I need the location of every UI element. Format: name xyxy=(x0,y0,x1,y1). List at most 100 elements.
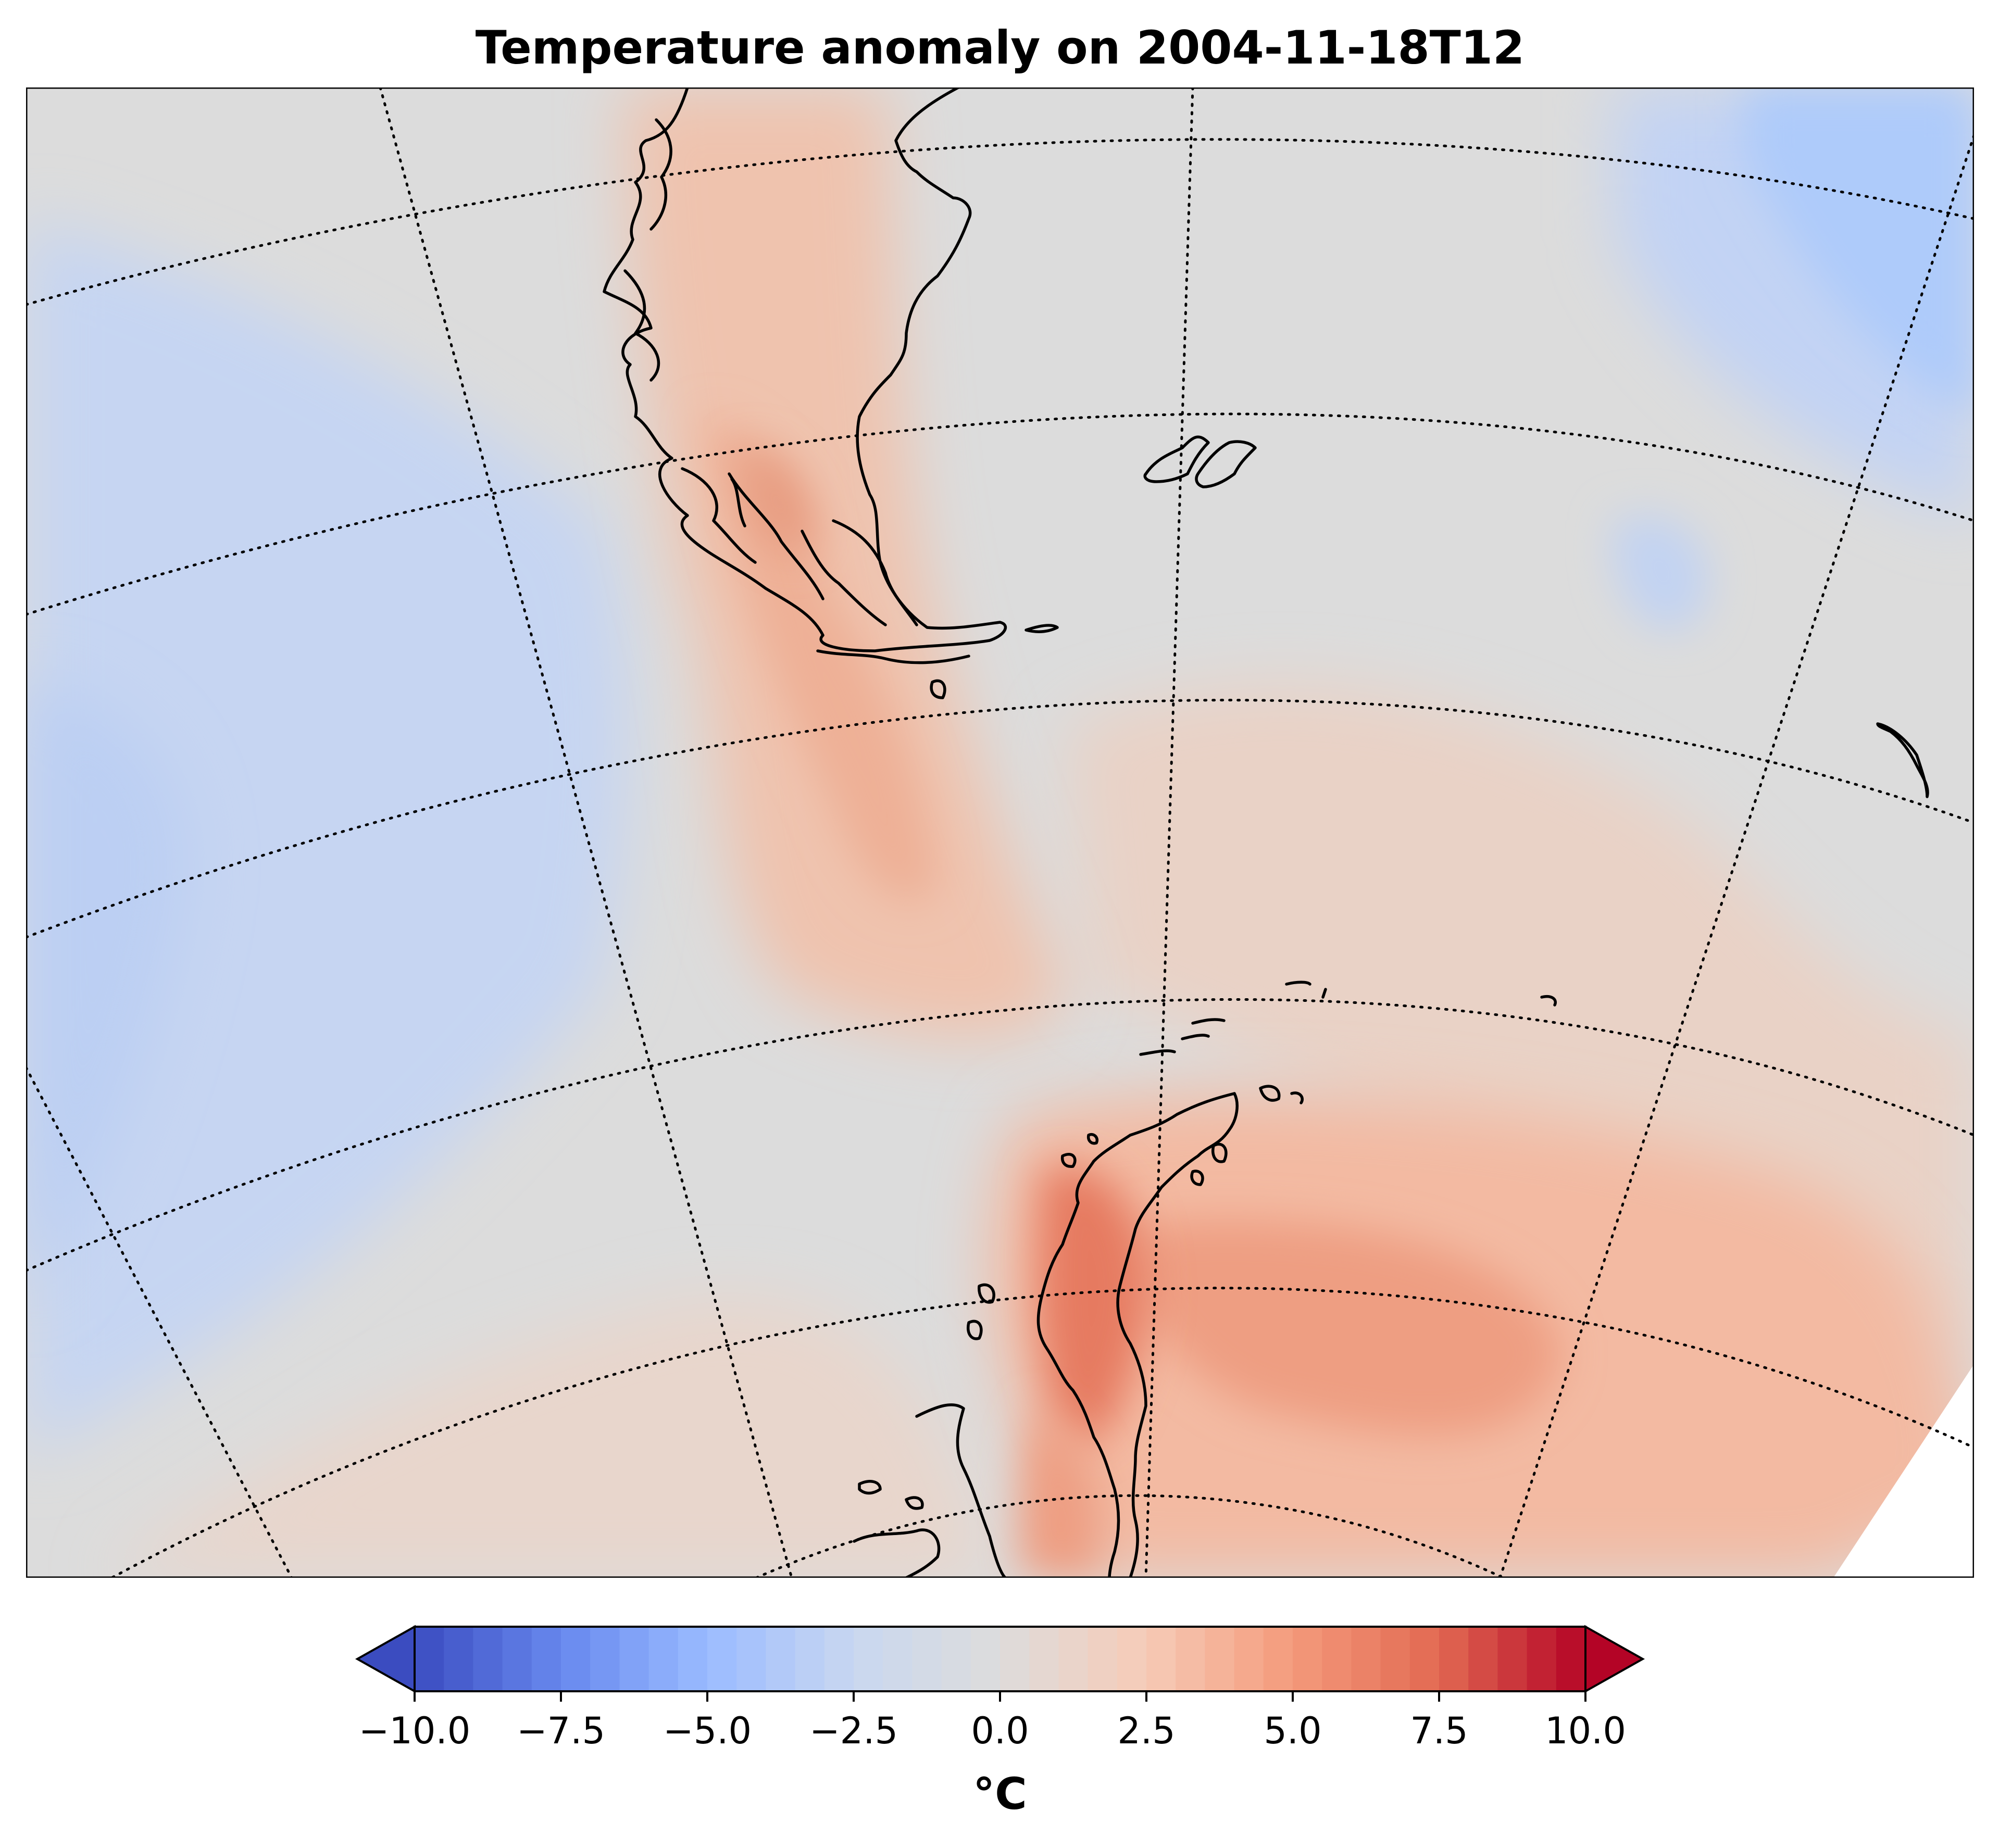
colorbar-tick-label: 2.5 xyxy=(1117,1709,1175,1752)
colorbar-swatch xyxy=(1497,1627,1528,1691)
colorbar-swatch xyxy=(1439,1627,1469,1691)
colorbar-extend-high xyxy=(1584,1625,1645,1693)
colorbar-swatch xyxy=(1058,1627,1089,1691)
colorbar: −10.0 −7.5 −5.0 −2.5 0.0 2.5 5.0 7.5 10.0 °C xyxy=(355,1625,1645,1819)
graticule xyxy=(26,87,1974,1578)
coastline-fjord xyxy=(623,269,660,382)
coastlines xyxy=(603,87,1929,1578)
colorbar-swatch xyxy=(1176,1627,1206,1691)
coastline-fjord xyxy=(832,519,918,626)
colorbar-swatch xyxy=(1029,1627,1059,1691)
coastline-west-islands xyxy=(858,1283,995,1510)
anomaly-field xyxy=(26,87,1974,1578)
colorbar-swatch xyxy=(561,1627,591,1691)
colorbar-swatch xyxy=(444,1627,474,1691)
colorbar-swatch xyxy=(1088,1627,1118,1691)
colorbar-swatches xyxy=(415,1627,1586,1691)
anomaly-area-patagonia-warmer xyxy=(703,417,938,902)
colorbar-tick-label: −2.5 xyxy=(809,1709,898,1752)
colorbar-swatch xyxy=(1293,1627,1322,1691)
anomaly-area-ne-cooler xyxy=(1745,87,1974,417)
coastline-patagonia-west xyxy=(603,87,1007,652)
colorbar-swatch xyxy=(1351,1627,1381,1691)
colorbar-swatch xyxy=(795,1627,825,1691)
colorbar-swatch xyxy=(883,1627,913,1691)
anomaly-area-sw-warm xyxy=(104,1297,990,1578)
colorbar-swatch xyxy=(1117,1627,1147,1691)
parallel-line xyxy=(26,998,1974,1272)
colorbar-tick-label: 7.5 xyxy=(1410,1709,1468,1752)
colorbar-swatch xyxy=(854,1627,883,1691)
colorbar-swatch xyxy=(1322,1627,1352,1691)
colorbar-tick-label: −7.5 xyxy=(517,1709,605,1752)
colorbar-swatch xyxy=(415,1627,444,1691)
parallel-line xyxy=(109,1287,1974,1578)
coastline-patagonia-inlet xyxy=(730,477,746,527)
colorbar-extend-low xyxy=(355,1625,416,1693)
colorbar-swatch xyxy=(736,1627,767,1691)
colorbar-swatch xyxy=(1000,1627,1030,1691)
coastline-alexander-island xyxy=(915,1403,1007,1578)
colorbar-swatch xyxy=(1409,1627,1440,1691)
colorbar-tick-label: −5.0 xyxy=(663,1709,752,1752)
anomaly-area-west-cool xyxy=(26,219,629,1458)
colorbar-swatch xyxy=(531,1627,561,1691)
map-title: Temperature anomaly on 2004-11-18T12 xyxy=(476,21,1525,74)
coastline-antarctic-peninsula xyxy=(1036,1092,1236,1578)
anomaly-area-east-cool-spot xyxy=(1613,516,1709,631)
coastline-peninsula-islands xyxy=(1060,1133,1228,1186)
colorbar-swatch xyxy=(648,1627,679,1691)
colorbar-swatch xyxy=(1263,1627,1293,1691)
anomaly-area-patagonia-core xyxy=(740,448,814,553)
colorbar-swatch xyxy=(473,1627,503,1691)
coastline-fjord xyxy=(801,530,887,626)
coastline-south-georgia xyxy=(1876,722,1929,798)
coastline-fjord xyxy=(728,472,824,600)
colorbar-swatch xyxy=(1556,1627,1586,1691)
colorbar-swatch xyxy=(1380,1627,1410,1691)
anomaly-area-peninsula-south xyxy=(1019,1406,1104,1578)
colorbar-swatch xyxy=(1146,1627,1176,1691)
colorbar-swatch xyxy=(824,1627,854,1691)
colorbar-tick-label: 0.0 xyxy=(971,1709,1029,1752)
colorbar-swatch xyxy=(619,1627,649,1691)
colorbar-swatch xyxy=(912,1627,942,1691)
colorbar-swatch xyxy=(1234,1627,1264,1691)
coastline-south-shetland-islands xyxy=(1139,980,1327,1056)
colorbar-swatch xyxy=(1468,1627,1498,1691)
colorbar-swatch xyxy=(502,1627,532,1691)
colorbar-swatch xyxy=(941,1627,971,1691)
coastline-falkland-islands xyxy=(1143,435,1257,488)
coastline-peninsula-east xyxy=(1116,1092,1239,1578)
coastline-fjord xyxy=(681,467,757,564)
coastline-tierra-del-fuego-south xyxy=(816,649,970,664)
colorbar-swatch xyxy=(590,1627,620,1691)
coastline-fjord xyxy=(649,118,672,231)
coastline-staten-island xyxy=(1025,624,1059,634)
coastline-south-shetland-main xyxy=(1259,1085,1304,1104)
coastline-marguerite-bay xyxy=(853,1528,941,1578)
parallel-line xyxy=(26,699,1974,939)
parallel-line xyxy=(26,412,1974,616)
colorbar-tick-label: 5.0 xyxy=(1264,1709,1321,1752)
colorbar-ticks: −10.0 −7.5 −5.0 −2.5 0.0 2.5 5.0 7.5 10.0 xyxy=(359,1691,1626,1752)
colorbar-swatch xyxy=(1205,1627,1235,1691)
colorbar-tick-label: 10.0 xyxy=(1545,1709,1626,1752)
coastline-south-orkney xyxy=(1540,995,1557,1007)
map-panel xyxy=(26,87,1974,1578)
parallel-line xyxy=(753,1494,1506,1578)
colorbar-swatch xyxy=(766,1627,796,1691)
no-data-wedge xyxy=(1833,1364,1974,1578)
anomaly-area-west-cooler xyxy=(26,677,188,1302)
meridian-line xyxy=(1498,134,1974,1578)
colorbar-swatch xyxy=(1527,1627,1557,1691)
colorbar-swatch xyxy=(707,1627,737,1691)
anomaly-area-weddell-warmer xyxy=(1136,1220,1563,1436)
colorbar-swatch xyxy=(678,1627,708,1691)
meridian-line xyxy=(1144,87,1194,1578)
colorbar-tick-label: −10.0 xyxy=(359,1709,471,1752)
parallel-line xyxy=(26,138,1974,306)
coastline-small-island xyxy=(930,679,946,699)
colorbar-swatch xyxy=(970,1627,1001,1691)
